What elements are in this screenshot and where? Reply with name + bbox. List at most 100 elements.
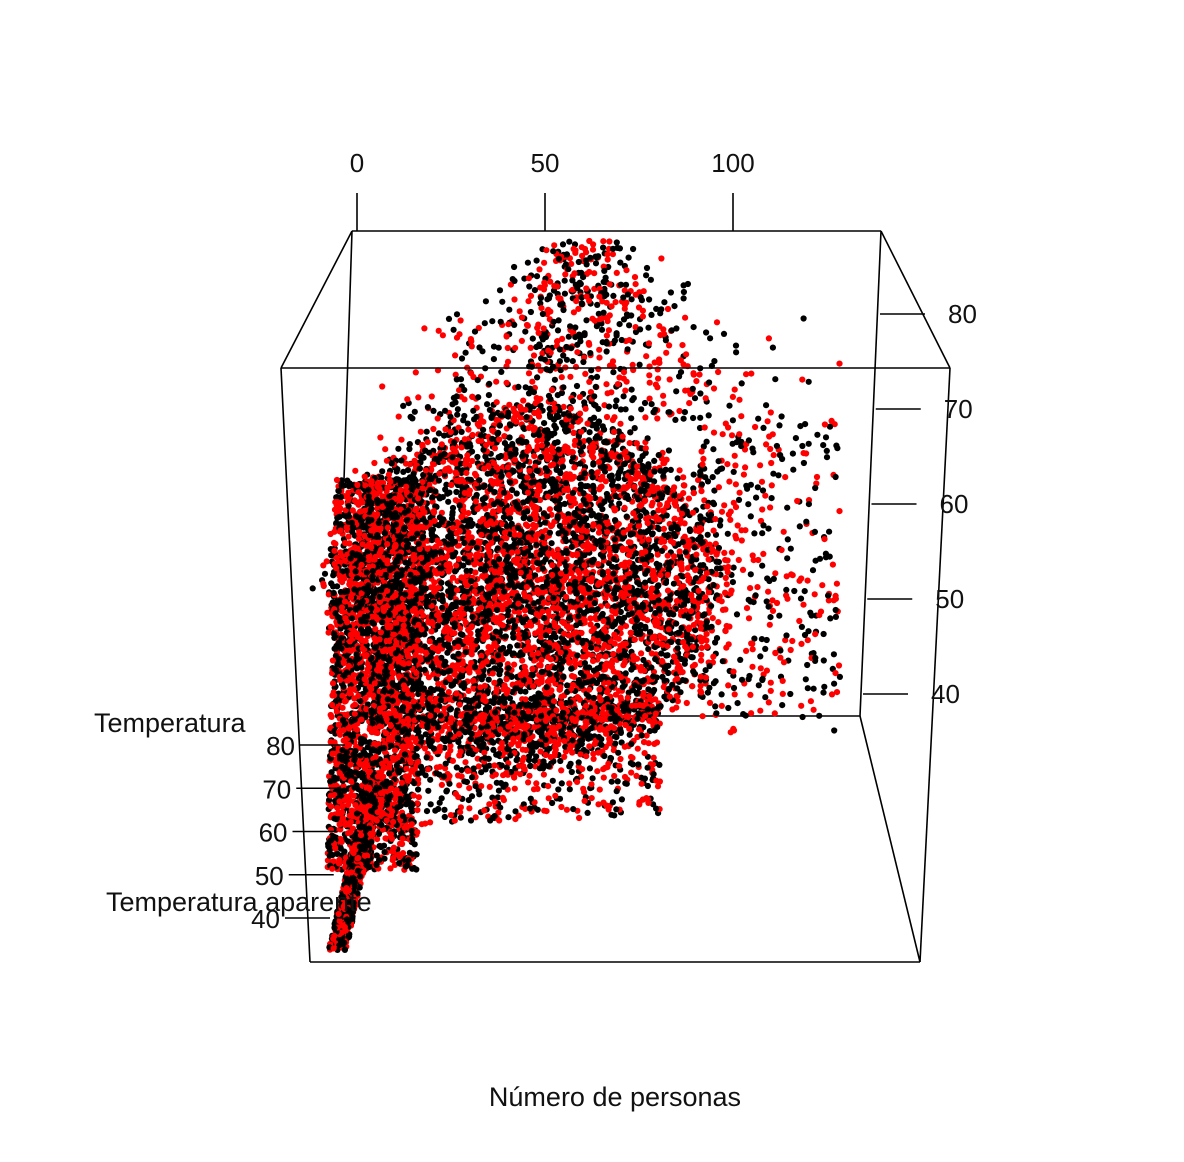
data-point xyxy=(445,498,452,505)
data-point xyxy=(537,453,545,461)
data-point xyxy=(549,777,556,784)
data-point xyxy=(655,516,663,523)
data-point xyxy=(538,656,545,664)
data-point xyxy=(486,406,493,413)
data-point xyxy=(518,616,525,623)
data-point xyxy=(584,483,591,490)
data-point xyxy=(482,505,489,512)
data-point xyxy=(553,466,560,473)
data-point xyxy=(487,574,494,581)
data-point xyxy=(473,544,480,551)
data-point xyxy=(538,669,545,676)
data-point xyxy=(472,569,479,576)
data-point xyxy=(485,676,492,683)
data-point xyxy=(574,652,581,659)
data-point xyxy=(650,570,657,577)
data-point xyxy=(439,596,446,603)
data-point xyxy=(676,467,683,474)
data-point xyxy=(602,513,610,521)
data-point xyxy=(417,453,424,461)
data-point xyxy=(617,625,624,632)
data-point xyxy=(352,467,359,474)
data-point xyxy=(463,469,470,476)
data-point xyxy=(424,439,431,446)
data-point xyxy=(378,474,385,481)
data-point xyxy=(669,706,676,713)
data-point xyxy=(435,477,442,484)
data-point xyxy=(500,514,507,521)
data-point xyxy=(603,413,611,421)
data-point xyxy=(493,688,500,695)
data-point xyxy=(584,522,591,529)
data-point xyxy=(618,739,625,746)
data-point xyxy=(588,644,595,651)
data-point xyxy=(615,475,622,482)
data-point xyxy=(494,545,501,552)
data-point xyxy=(602,478,609,485)
data-point xyxy=(612,506,619,513)
data-point xyxy=(522,696,529,703)
data-point xyxy=(510,557,518,564)
data-point xyxy=(587,621,594,628)
data-point xyxy=(320,582,327,590)
data-point xyxy=(520,397,527,404)
data-point xyxy=(491,445,498,452)
data-point xyxy=(463,567,470,574)
data-point xyxy=(436,495,443,502)
data-point xyxy=(653,545,660,552)
data-point xyxy=(423,428,430,435)
data-point xyxy=(458,574,465,581)
data-point xyxy=(564,682,571,689)
data-point xyxy=(722,574,729,582)
data-point xyxy=(622,623,630,630)
data-point xyxy=(505,507,512,514)
data-point xyxy=(481,465,488,472)
data-point xyxy=(722,556,729,564)
data-point xyxy=(558,665,565,672)
data-point xyxy=(481,482,488,489)
data-point xyxy=(398,457,405,464)
data-point xyxy=(379,468,386,475)
data-point xyxy=(681,520,688,527)
data-point xyxy=(546,506,554,513)
data-point xyxy=(554,615,561,622)
data-point xyxy=(438,441,445,448)
data-point xyxy=(499,583,506,590)
data-point xyxy=(685,495,693,502)
data-point xyxy=(498,594,505,602)
data-point xyxy=(430,425,437,433)
data-point xyxy=(617,420,624,427)
data-point xyxy=(501,433,508,440)
data-point xyxy=(621,504,628,511)
data-point xyxy=(454,406,461,413)
data-point xyxy=(644,617,651,624)
data-point xyxy=(563,538,570,545)
data-point xyxy=(491,679,498,686)
data-point xyxy=(538,576,545,583)
data-point xyxy=(438,579,445,586)
data-point xyxy=(558,693,565,700)
data-point xyxy=(606,473,613,480)
data-point xyxy=(617,465,624,472)
data-point xyxy=(451,623,458,631)
data-point xyxy=(674,475,681,482)
data-point xyxy=(595,529,603,536)
data-point xyxy=(667,466,674,473)
data-point xyxy=(501,529,508,536)
data-point xyxy=(449,445,456,452)
data-point xyxy=(651,457,658,464)
data-point xyxy=(533,610,540,618)
data-point xyxy=(457,614,464,621)
data-point xyxy=(480,426,487,433)
data-point xyxy=(554,439,561,446)
data-point xyxy=(633,617,641,624)
data-point xyxy=(514,501,521,508)
data-point xyxy=(623,513,630,520)
data-point xyxy=(571,673,578,681)
data-point xyxy=(562,443,569,450)
data-point xyxy=(612,618,619,625)
data-point xyxy=(624,694,631,702)
data-point xyxy=(596,664,603,671)
data-point xyxy=(508,486,516,494)
data-point xyxy=(594,469,601,476)
